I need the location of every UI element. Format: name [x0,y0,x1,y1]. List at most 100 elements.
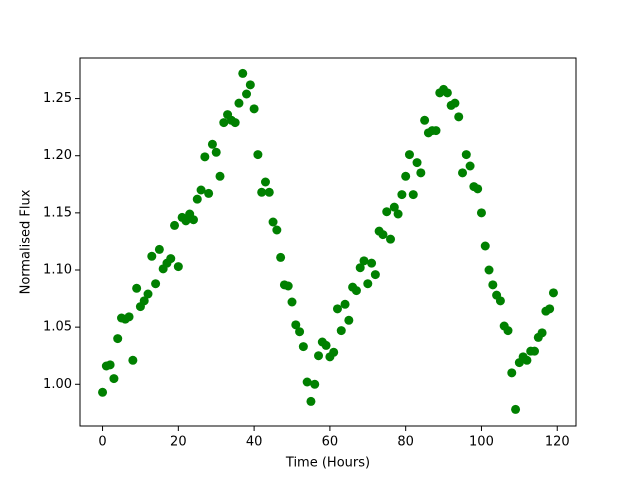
data-point [245,80,255,90]
data-point [230,118,240,128]
data-point [204,188,214,198]
data-point [363,279,373,289]
data-point [530,346,540,356]
data-point [310,379,320,389]
data-point [340,299,350,309]
data-point [170,220,180,230]
data-point [488,280,498,290]
plot-area [98,68,558,414]
data-point [332,304,342,314]
data-point [503,326,513,336]
data-point [196,185,206,195]
data-point [147,251,157,261]
data-point [461,150,471,160]
data-point [283,281,293,291]
data-point [378,230,388,240]
data-point [143,289,153,299]
data-point [268,217,278,227]
data-point [408,190,418,200]
x-tick-label: 80 [397,435,414,450]
data-point [215,171,225,181]
x-tick-label: 0 [98,435,106,450]
data-point [401,171,411,181]
data-point [431,126,441,136]
data-point [344,315,354,325]
data-point [234,98,244,108]
data-point [272,225,282,235]
data-point [473,184,483,194]
data-point [264,187,274,197]
axes-frame [79,57,577,427]
data-point [139,296,149,306]
data-point [298,342,308,352]
data-point [495,296,505,306]
y-tick-label: 1.05 [43,320,72,335]
data-point [166,254,176,264]
data-point [260,177,270,187]
x-tick-label: 40 [246,435,263,450]
data-point [109,374,119,384]
data-point [359,256,369,266]
data-point [302,377,312,387]
y-tick-label: 1.00 [43,377,72,392]
data-point [151,279,161,289]
x-tick-label: 100 [469,435,494,450]
data-point [329,347,339,357]
data-point [450,98,460,108]
data-point [314,351,324,361]
data-point [382,207,392,217]
data-point [287,297,297,307]
data-point [537,328,547,338]
y-tick-label: 1.10 [43,263,72,278]
y-tick-label: 1.25 [43,91,72,106]
x-axis-label: Time (Hours) [285,456,370,471]
data-point [200,152,210,162]
data-point [154,244,164,254]
data-point [442,88,452,98]
data-point [257,187,267,197]
data-point [306,396,316,406]
data-point [404,150,414,160]
data-point [370,270,380,280]
data-point [548,288,558,298]
data-point [507,368,517,378]
data-point [173,262,183,272]
data-point [321,340,331,350]
data-point [238,68,248,78]
data-point [249,104,259,114]
data-point [276,252,286,262]
data-point [420,115,430,125]
data-point [291,320,301,330]
data-point [242,89,252,99]
data-point [393,209,403,219]
data-point [367,258,377,268]
data-point [351,286,361,296]
data-point [511,404,521,414]
data-point [484,265,494,275]
data-point [386,234,396,244]
x-tick-label: 60 [322,435,339,450]
x-tick-label: 20 [170,435,187,450]
data-point [219,118,229,128]
data-point [295,327,305,337]
data-point [412,158,422,168]
data-point [211,147,221,157]
data-point [397,190,407,200]
data-point [522,355,532,365]
data-point [181,216,191,226]
data-point [545,304,555,314]
data-point [188,215,198,225]
x-tick-label: 120 [545,435,570,450]
y-axis-label: Normalised Flux [19,189,34,294]
data-point [98,387,108,397]
data-point [336,326,346,336]
data-point [355,263,365,273]
data-point [476,208,486,218]
data-point [480,241,490,251]
data-point [105,360,115,370]
data-point [454,112,464,122]
y-tick-label: 1.15 [43,205,72,220]
data-point [132,283,142,293]
